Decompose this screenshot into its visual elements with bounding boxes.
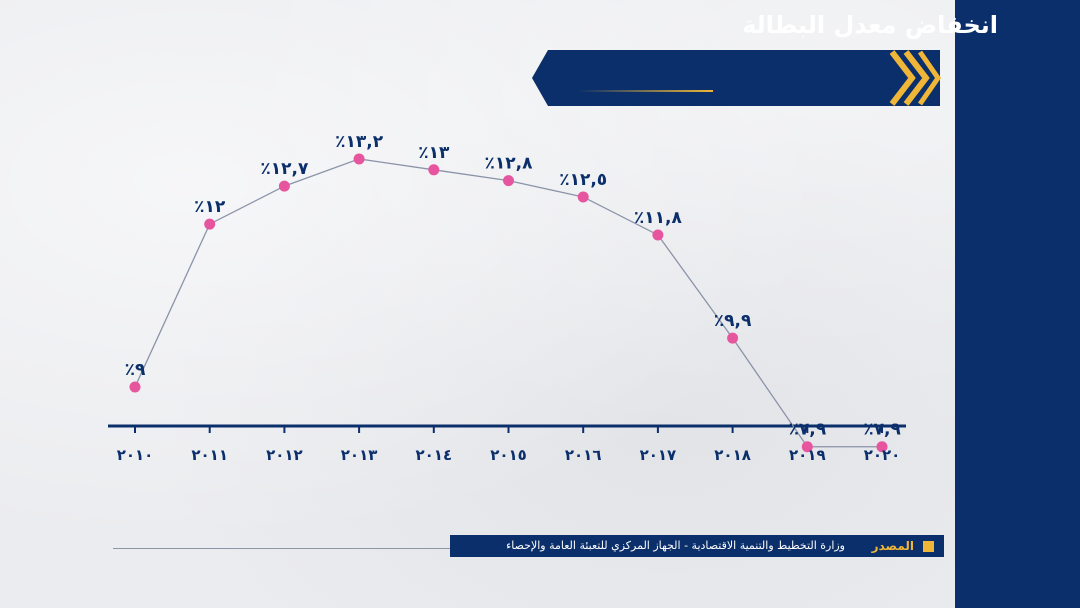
x-tick-label: ٢٠١٦: [565, 446, 602, 464]
data-point: [876, 441, 888, 453]
unemployment-line-chart: ٪٩٪١٢٪١٢,٧٪١٣,٢٪١٣٪١٢,٨٪١٢,٥٪١١,٨٪٩,٩٪٧,…: [108, 132, 906, 464]
source-box: [450, 535, 944, 557]
data-label: ٪١٢: [194, 197, 226, 217]
data-label: ٪١٣,٢: [335, 132, 384, 152]
x-tick-label: ٢٠١٢: [266, 446, 303, 464]
title-banner: [532, 50, 942, 106]
data-label: ٪١٢,٥: [559, 170, 607, 190]
data-point: [129, 381, 141, 393]
source-label: المصدر: [871, 539, 914, 553]
series-line: [134, 158, 882, 448]
x-tick-label: ٢٠١٩: [789, 446, 826, 464]
title-underline: [578, 90, 713, 92]
data-point: [503, 175, 514, 187]
x-tick-label: ٢٠١٥: [490, 446, 527, 464]
data-label: ٪١١,٨: [634, 208, 683, 228]
data-label: ٪٩,٩: [714, 311, 752, 331]
x-tick-label: ٢٠٢٠: [864, 446, 901, 464]
source-text: وزارة التخطيط والتنمية الاقتصادية - الجه…: [506, 539, 845, 552]
data-label: ٪١٣: [418, 143, 450, 163]
data-point: [204, 218, 216, 230]
data-point: [727, 332, 739, 344]
x-tick-label: ٢٠١٠: [117, 446, 154, 464]
source-divider: [113, 548, 453, 549]
side-navy-bar: [955, 0, 1080, 608]
data-label: ٪١٢,٧: [260, 159, 309, 179]
data-point: [801, 441, 813, 453]
x-tick-label: ٢٠١٨: [714, 446, 751, 464]
source-bullet: [923, 541, 934, 552]
data-point: [353, 153, 365, 165]
data-point: [278, 180, 290, 192]
x-tick-label: ٢٠١٣: [341, 446, 378, 464]
data-label: ٪١٢,٨: [485, 154, 534, 174]
x-tick-label: ٢٠١٤: [415, 446, 452, 464]
data-point: [652, 229, 664, 241]
page-title: انخفاض معدل البطالة: [742, 11, 998, 39]
x-tick-label: ٢٠١١: [191, 446, 228, 464]
data-point: [428, 164, 440, 176]
data-label: ٪٩: [125, 360, 146, 380]
data-point: [577, 191, 589, 203]
x-tick-label: ٢٠١٧: [640, 446, 677, 464]
